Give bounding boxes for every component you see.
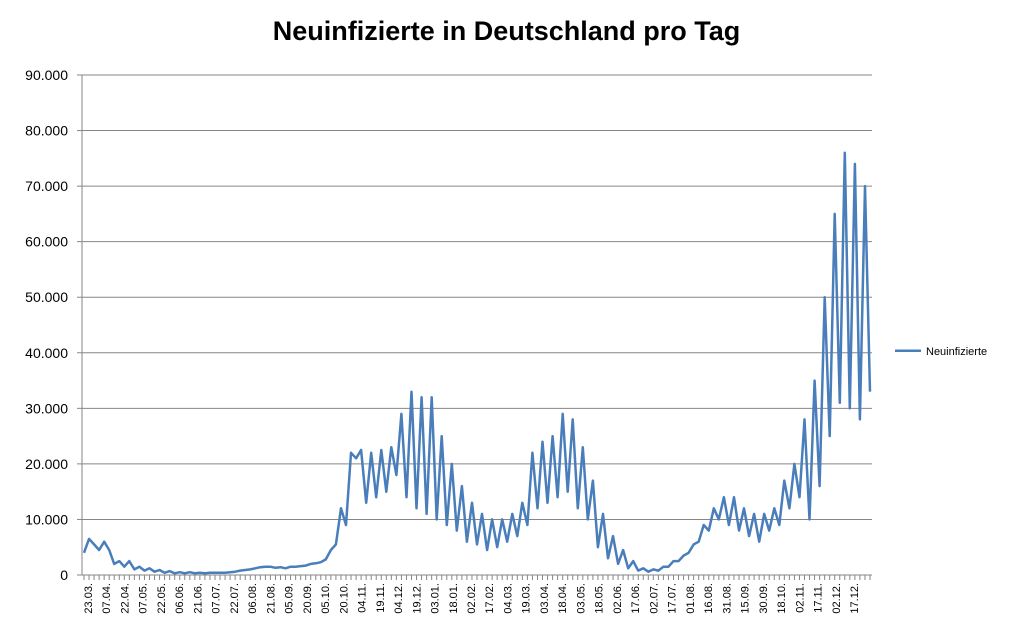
x-tick-label: 07.04.	[101, 583, 113, 614]
x-tick-label: 22.05.	[156, 583, 168, 614]
x-tick-label: 06.08.	[247, 583, 259, 614]
x-tick-label: 02.02.	[466, 583, 478, 614]
x-tick-label: 18.01.	[448, 583, 460, 614]
x-tick-label: 21.08.	[265, 583, 277, 614]
x-tick-label: 04.11.	[357, 583, 369, 613]
x-axis: 23.03. 07.04. 22.04. 07.05. 22.05. 06.06. 21.0…	[82, 574, 872, 614]
x-tick-label: 02.07.	[648, 583, 660, 614]
y-tick-label: 10.000	[25, 511, 68, 527]
chart-title: Neuinfizierte in Deutschland pro Tag	[272, 16, 741, 46]
x-tick-label: 18.04.	[557, 583, 569, 614]
legend-label: Neuinfizierte	[926, 346, 987, 358]
x-tick-label: 22.04.	[119, 583, 131, 614]
x-tick-label: 07.07.	[211, 583, 223, 614]
x-tick-label: 01.08.	[685, 583, 697, 614]
y-tick-label: 50.000	[25, 289, 68, 305]
x-tick-label: 19.03.	[521, 583, 533, 614]
x-tick-label: 04.03.	[502, 583, 514, 614]
x-tick-label: 21.06.	[192, 583, 204, 614]
x-tick-label: 02.06.	[612, 583, 624, 614]
x-tick-label: 02.11.	[794, 583, 806, 613]
x-tick-label: 07.05.	[138, 583, 150, 614]
x-tick-label: 20.09.	[302, 583, 314, 614]
y-tick-label: 30.000	[25, 400, 68, 416]
y-tick-label: 80.000	[25, 123, 68, 139]
x-tick-label: 16.08.	[703, 583, 715, 614]
x-tick-label: 17.02.	[484, 583, 496, 614]
x-tick-label: 05.10.	[320, 583, 332, 614]
x-tick-label: 03.04.	[539, 583, 551, 614]
x-tick-label: 31.08.	[721, 583, 733, 614]
y-tick-label: 40.000	[25, 345, 68, 361]
x-tick-label: 17.11.	[813, 583, 825, 613]
series-line-neuinfizierte	[82, 151, 872, 575]
x-tick-label: 05.09.	[284, 583, 296, 614]
x-tick-label: 17.12.	[849, 583, 861, 614]
x-tick-label: 18.05.	[594, 583, 606, 614]
y-tick-label: 20.000	[25, 456, 68, 472]
x-tick-label: 23.03.	[83, 583, 95, 614]
x-tick-label: 02.12.	[831, 583, 843, 614]
x-tick-label: 19.12.	[411, 583, 423, 614]
gridlines	[82, 74, 872, 520]
y-tick-label: 60.000	[25, 234, 68, 250]
x-tick-label: 03.05.	[575, 583, 587, 614]
y-axis: 0 10.000 20.000 30.000 40.000 50.000 60.000 70.…	[25, 67, 83, 583]
y-tick-label: 0	[60, 567, 68, 583]
x-tick-label: 04.12.	[393, 583, 405, 614]
x-tick-label: 17.06.	[630, 583, 642, 614]
x-tick-label: 22.07.	[229, 583, 241, 614]
x-tick-label: 30.09.	[758, 583, 770, 614]
x-tick-label: 03.01.	[430, 583, 442, 614]
x-tick-label: 18.10.	[776, 583, 788, 614]
x-tick-label: 06.06.	[174, 583, 186, 614]
x-tick-label: 15.09.	[740, 583, 752, 614]
y-tick-label: 90.000	[25, 67, 68, 83]
x-tick-label: 17.07.	[667, 583, 679, 614]
series-layer	[82, 151, 872, 575]
legend: Neuinfizierte	[895, 346, 987, 358]
y-tick-label: 70.000	[25, 178, 68, 194]
x-tick-label: 20.10.	[338, 583, 350, 614]
x-tick-label: 19.11.	[375, 583, 387, 613]
